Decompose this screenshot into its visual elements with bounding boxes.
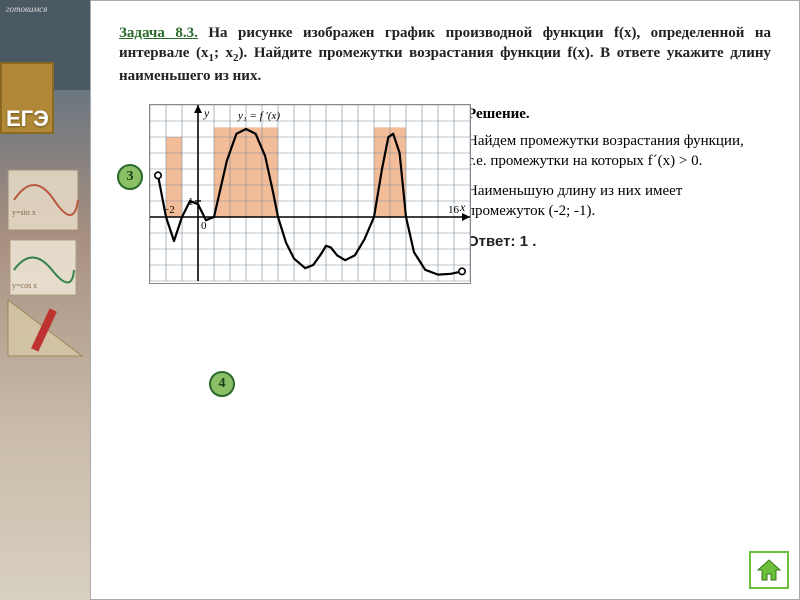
left-decorative-strip: готовимся ЕГЭ y=sin x y=cos x [0,0,90,600]
svg-text:y=cos x: y=cos x [12,281,37,290]
ege-label: ЕГЭ [6,106,49,132]
slide-content: Задача 8.3. На рисунке изображен график … [90,0,800,600]
svg-text:0: 0 [201,220,207,232]
svg-text:16: 16 [448,204,460,216]
svg-text:y=sin x: y=sin x [12,208,36,217]
svg-text:y: y [203,106,210,120]
svg-text:x: x [459,200,466,214]
solution-column: Решение. Найдем промежутки возрастания ф… [467,104,757,252]
graph-column: 3 −20161yy₁ = f ′(x)x [119,104,449,284]
logo-word: готовимся [6,4,47,14]
home-icon [756,558,782,582]
math-tools-illustration: y=sin x y=cos x [4,160,86,360]
task-paragraph: Задача 8.3. На рисунке изображен график … [119,23,771,86]
task-mid: ; x [214,45,233,61]
solution-p1: Найдем промежутки возрастания функции, т… [467,131,757,172]
solution-p2: Наименьшую длину из них имеет промежуток… [467,181,757,222]
svg-text:y₁ = f ′(x): y₁ = f ′(x) [237,110,280,122]
step-badge-3: 3 [117,164,143,190]
derivative-graph: −20161yy₁ = f ′(x)x [149,104,471,284]
task-number: Задача 8.3. [119,25,198,41]
solution-title: Решение. [467,104,757,124]
solution-answer: Ответ: 1 . [467,232,757,252]
home-button[interactable] [749,551,789,589]
step-badge-4: 4 [209,371,235,397]
chart-svg: −20161yy₁ = f ′(x)x [150,105,472,285]
